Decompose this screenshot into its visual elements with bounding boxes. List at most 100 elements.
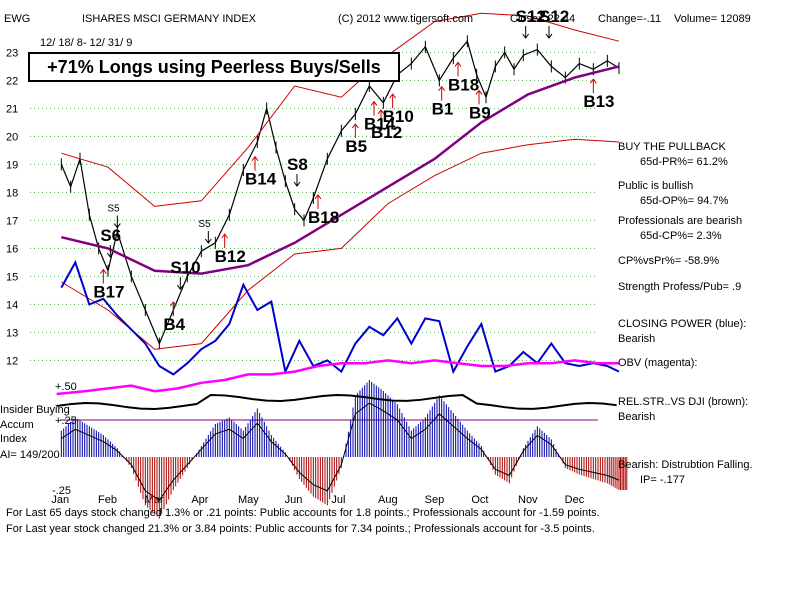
date-range: 12/ 18/ 8- 12/ 31/ 9 xyxy=(40,37,132,49)
moving-average-line xyxy=(61,65,620,275)
signal-label: B5 xyxy=(345,137,367,156)
accum-tick-plus25: +.25 xyxy=(55,415,77,427)
signal-arrow-head xyxy=(251,155,259,161)
y-tick-label: 12 xyxy=(6,355,18,367)
accum-ma-line xyxy=(61,402,620,501)
signal-label: B12 xyxy=(371,123,402,142)
change-value: Change=-.11 xyxy=(598,13,661,25)
signal-label: S12 xyxy=(516,7,546,26)
signal-arrow-head xyxy=(522,33,530,39)
closing-power-state: Bearish xyxy=(618,333,655,345)
public-status: Public is bullish xyxy=(618,180,693,192)
series-lines xyxy=(56,12,620,396)
lower-band-line xyxy=(61,138,620,350)
signal-label: B18 xyxy=(448,75,479,94)
signal-arrow-head xyxy=(377,109,385,115)
signal-arrow-head xyxy=(176,284,184,291)
y-tick-label: 18 xyxy=(6,187,18,199)
signal-arrow-head xyxy=(351,123,359,129)
month-label: Jul xyxy=(331,494,345,506)
signal-arrow-head xyxy=(99,268,107,274)
cp-vs-pr: CP%vsPr%= -58.9% xyxy=(618,255,719,267)
signal-label: B14 xyxy=(364,115,396,134)
accumulation-index xyxy=(56,380,628,519)
buy-pullback: BUY THE PULLBACK xyxy=(618,141,726,153)
footer-line-year: For Last year stock changed 21.3% or 3.8… xyxy=(6,523,595,535)
signal-label: B14 xyxy=(245,170,277,189)
close-value: Close= 22.44 xyxy=(510,13,575,25)
y-tick-label: 23 xyxy=(6,47,18,59)
chart-title: ISHARES MSCI GERMANY INDEX xyxy=(82,13,257,25)
y-tick-label: 14 xyxy=(6,299,18,311)
y-tick-label: 16 xyxy=(6,243,18,255)
y-tick-label: 17 xyxy=(6,215,18,227)
signal-label: S5 xyxy=(198,219,211,230)
op-value: 65d-OP%= 94.7% xyxy=(640,195,729,207)
accum-tick-plus50: +.50 xyxy=(55,381,77,393)
signal-arrow-head xyxy=(370,100,378,106)
signal-arrow-head xyxy=(293,181,301,187)
signal-label: B1 xyxy=(432,100,454,119)
y-tick-label: 15 xyxy=(6,271,18,283)
signal-label: S6 xyxy=(100,226,121,245)
footer-line-65days: For Last 65 days stock changed 1.3% or .… xyxy=(6,507,600,519)
y-tick-label: 22 xyxy=(6,75,18,87)
accum-state: Bearish: Distrubtion Falling. xyxy=(618,459,753,471)
signal-arrow-head xyxy=(314,194,322,200)
insider-label: Insider Buying xyxy=(0,404,70,416)
price-line xyxy=(60,39,620,346)
accum-tick-minus25: -.25 xyxy=(52,485,71,497)
month-label: Feb xyxy=(98,494,117,506)
signal-arrow-head xyxy=(454,61,462,67)
month-label: Dec xyxy=(565,494,585,506)
ai-label: AI= 149/200 xyxy=(0,449,60,461)
signal-arrow-head xyxy=(389,93,397,99)
month-label: Apr xyxy=(191,494,208,506)
relative-strength-line xyxy=(56,394,617,410)
accum-label: Accum xyxy=(0,419,34,431)
month-label: Oct xyxy=(471,494,488,506)
ticker: EWG xyxy=(4,13,30,25)
closing-power-line xyxy=(60,259,620,376)
month-label: May xyxy=(238,494,259,506)
signal-arrow-head xyxy=(169,301,177,307)
y-tick-label: 20 xyxy=(6,131,18,143)
month-label: Jun xyxy=(285,494,303,506)
month-label: Jan xyxy=(51,494,69,506)
signal-arrow-head xyxy=(221,233,229,239)
signal-label: S12 xyxy=(539,7,569,26)
cp-value: 65d-CP%= 2.3% xyxy=(640,230,722,242)
signal-arrow-head xyxy=(204,238,212,244)
strength-ratio: Strength Profess/Pub= .9 xyxy=(618,281,741,293)
obv-line xyxy=(56,359,619,396)
signal-label: B17 xyxy=(93,283,124,302)
signal-arrow-head xyxy=(106,252,114,258)
signal-labels: S8S12S12S6S5S5S10B17B4B12B14B18B5B12B14B… xyxy=(93,7,614,334)
signal-label: B9 xyxy=(469,103,491,122)
signal-label: B18 xyxy=(308,208,339,227)
closing-power-legend: CLOSING POWER (blue): xyxy=(618,318,746,330)
relstr-state: Bearish xyxy=(618,411,655,423)
month-label: Sep xyxy=(425,494,445,506)
volume-value: Volume= 12089 xyxy=(674,13,751,25)
performance-banner: +71% Longs using Peerless Buys/Sells xyxy=(28,52,400,82)
signal-arrow-head xyxy=(545,33,553,39)
signal-label: B10 xyxy=(383,107,414,126)
month-label: Aug xyxy=(378,494,398,506)
signal-label: S10 xyxy=(170,258,200,277)
y-axis-ticks: 12 13 14 15 16 17 18 19 20 21 22 23 xyxy=(6,47,18,367)
copyright: (C) 2012 www.tigersoft.com xyxy=(338,13,473,25)
index-label: Index xyxy=(0,433,27,445)
upper-band-line xyxy=(61,12,620,207)
signal-label: B4 xyxy=(163,315,185,334)
pr-value: 65d-PR%= 61.2% xyxy=(640,156,728,168)
y-tick-label: 13 xyxy=(6,327,18,339)
signal-arrow-head xyxy=(438,85,446,91)
y-tick-label: 19 xyxy=(6,159,18,171)
signal-arrow-head xyxy=(475,89,483,95)
signal-label: S5 xyxy=(107,204,120,215)
obv-legend: OBV (magenta): xyxy=(618,357,697,369)
month-label: Nov xyxy=(518,494,538,506)
signal-arrow-head xyxy=(113,223,121,229)
signal-label: B12 xyxy=(215,247,246,266)
